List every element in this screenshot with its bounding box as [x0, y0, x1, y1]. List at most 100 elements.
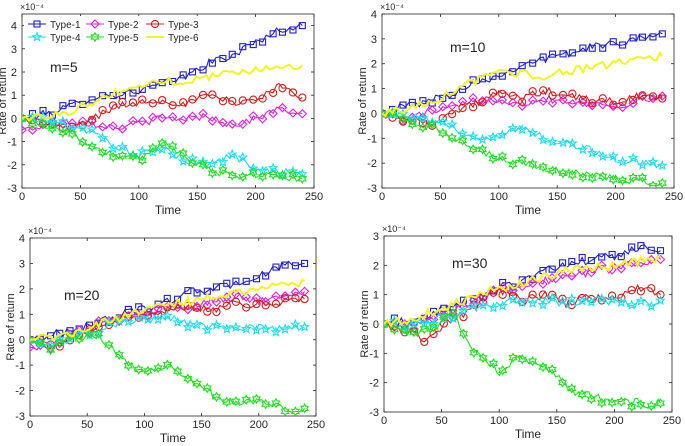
- data-point: [645, 300, 657, 311]
- data-point: [55, 336, 65, 348]
- data-point: [277, 102, 288, 113]
- data-point: [468, 103, 478, 112]
- data-point: [578, 97, 588, 108]
- data-point: [138, 95, 147, 104]
- data-point: [116, 141, 128, 152]
- y-tick-label: 1: [371, 84, 377, 96]
- data-point: [271, 397, 281, 409]
- data-point: [258, 94, 267, 103]
- data-point: [477, 143, 488, 155]
- data-point: [518, 97, 527, 106]
- data-point: [104, 339, 114, 351]
- data-point: [183, 373, 193, 384]
- data-point: [418, 112, 428, 122]
- data-point: [597, 99, 608, 110]
- data-point: [58, 127, 68, 138]
- data-point: [153, 362, 163, 374]
- data-point: [128, 115, 138, 126]
- data-point: [94, 322, 103, 332]
- data-point: [438, 127, 448, 139]
- x-tick-label: 200: [250, 419, 268, 431]
- data-point: [437, 101, 448, 112]
- data-point: [588, 44, 596, 52]
- data-point: [97, 122, 108, 132]
- data-point: [261, 398, 271, 410]
- y-tick-label: 1: [11, 90, 17, 102]
- data-point: [558, 95, 568, 105]
- data-point: [291, 262, 299, 270]
- data-point: [568, 89, 577, 98]
- data-point: [487, 131, 499, 142]
- data-point: [527, 95, 538, 105]
- x-tick-label: 100: [135, 419, 153, 431]
- data-point: [557, 269, 568, 280]
- data-point: [447, 132, 457, 144]
- data-point: [487, 302, 499, 313]
- x-tick-label: 100: [490, 191, 508, 203]
- data-point: [548, 91, 557, 100]
- data-point: [300, 294, 309, 304]
- data-point: [87, 141, 97, 152]
- data-point: [647, 156, 659, 167]
- data-point: [278, 84, 287, 93]
- data-point: [539, 86, 548, 95]
- x-tick-label: 100: [130, 191, 148, 203]
- data-point: [228, 50, 236, 58]
- data-point: [238, 171, 248, 183]
- chart-panel-2: 0 50 100 150 200 250 -3 -2 -1 0 1 2 3 4×10⁻⁴ Time Rate …: [357, 2, 683, 217]
- data-point: [537, 134, 549, 145]
- data-point: [529, 59, 537, 67]
- data-point: [497, 300, 509, 311]
- data-point: [297, 173, 307, 185]
- data-point: [288, 169, 298, 180]
- data-point: [86, 123, 98, 135]
- data-point: [558, 90, 568, 100]
- y-tick-label: 2: [373, 260, 379, 272]
- panel-label: m=30: [452, 255, 488, 271]
- data-point: [66, 123, 78, 134]
- data-point: [617, 102, 628, 113]
- data-point: [638, 33, 647, 41]
- data-point: [538, 96, 548, 106]
- data-point: [538, 290, 548, 299]
- data-point: [184, 287, 192, 295]
- axis-exponent: ×10⁻⁴: [382, 224, 406, 234]
- y-tick-label: -1: [15, 360, 25, 372]
- x-tick-label: 250: [663, 415, 681, 427]
- data-point: [219, 54, 227, 63]
- data-point: [559, 259, 567, 267]
- data-point: [609, 100, 618, 109]
- y-tick-label: -2: [7, 160, 17, 172]
- y-tick-label: 4: [371, 9, 377, 21]
- data-point: [468, 144, 478, 155]
- data-point: [557, 137, 569, 148]
- y-tick-label: 4: [19, 233, 25, 245]
- data-point: [636, 287, 646, 296]
- x-tick-label: 50: [434, 191, 446, 203]
- data-point: [108, 121, 118, 131]
- data-point: [626, 257, 637, 268]
- data-point: [608, 250, 616, 259]
- data-point: [507, 293, 519, 305]
- y-tick-label: 0: [19, 335, 25, 347]
- series-group: [22, 22, 308, 185]
- data-point: [608, 101, 619, 112]
- data-point: [174, 295, 182, 303]
- data-point: [268, 88, 278, 98]
- data-point: [241, 394, 251, 406]
- data-point: [447, 312, 459, 324]
- data-point: [162, 359, 172, 371]
- data-point: [498, 290, 507, 299]
- data-point: [567, 169, 577, 181]
- data-point: [287, 165, 299, 176]
- data-point: [212, 283, 221, 291]
- y-tick-label: 3: [11, 44, 17, 56]
- data-point: [576, 295, 588, 306]
- data-point: [448, 307, 458, 319]
- data-point: [222, 396, 232, 408]
- y-tick-label: -1: [7, 137, 17, 149]
- data-point: [118, 97, 127, 107]
- data-point: [134, 364, 144, 375]
- data-point: [606, 293, 618, 305]
- data-point: [197, 155, 209, 167]
